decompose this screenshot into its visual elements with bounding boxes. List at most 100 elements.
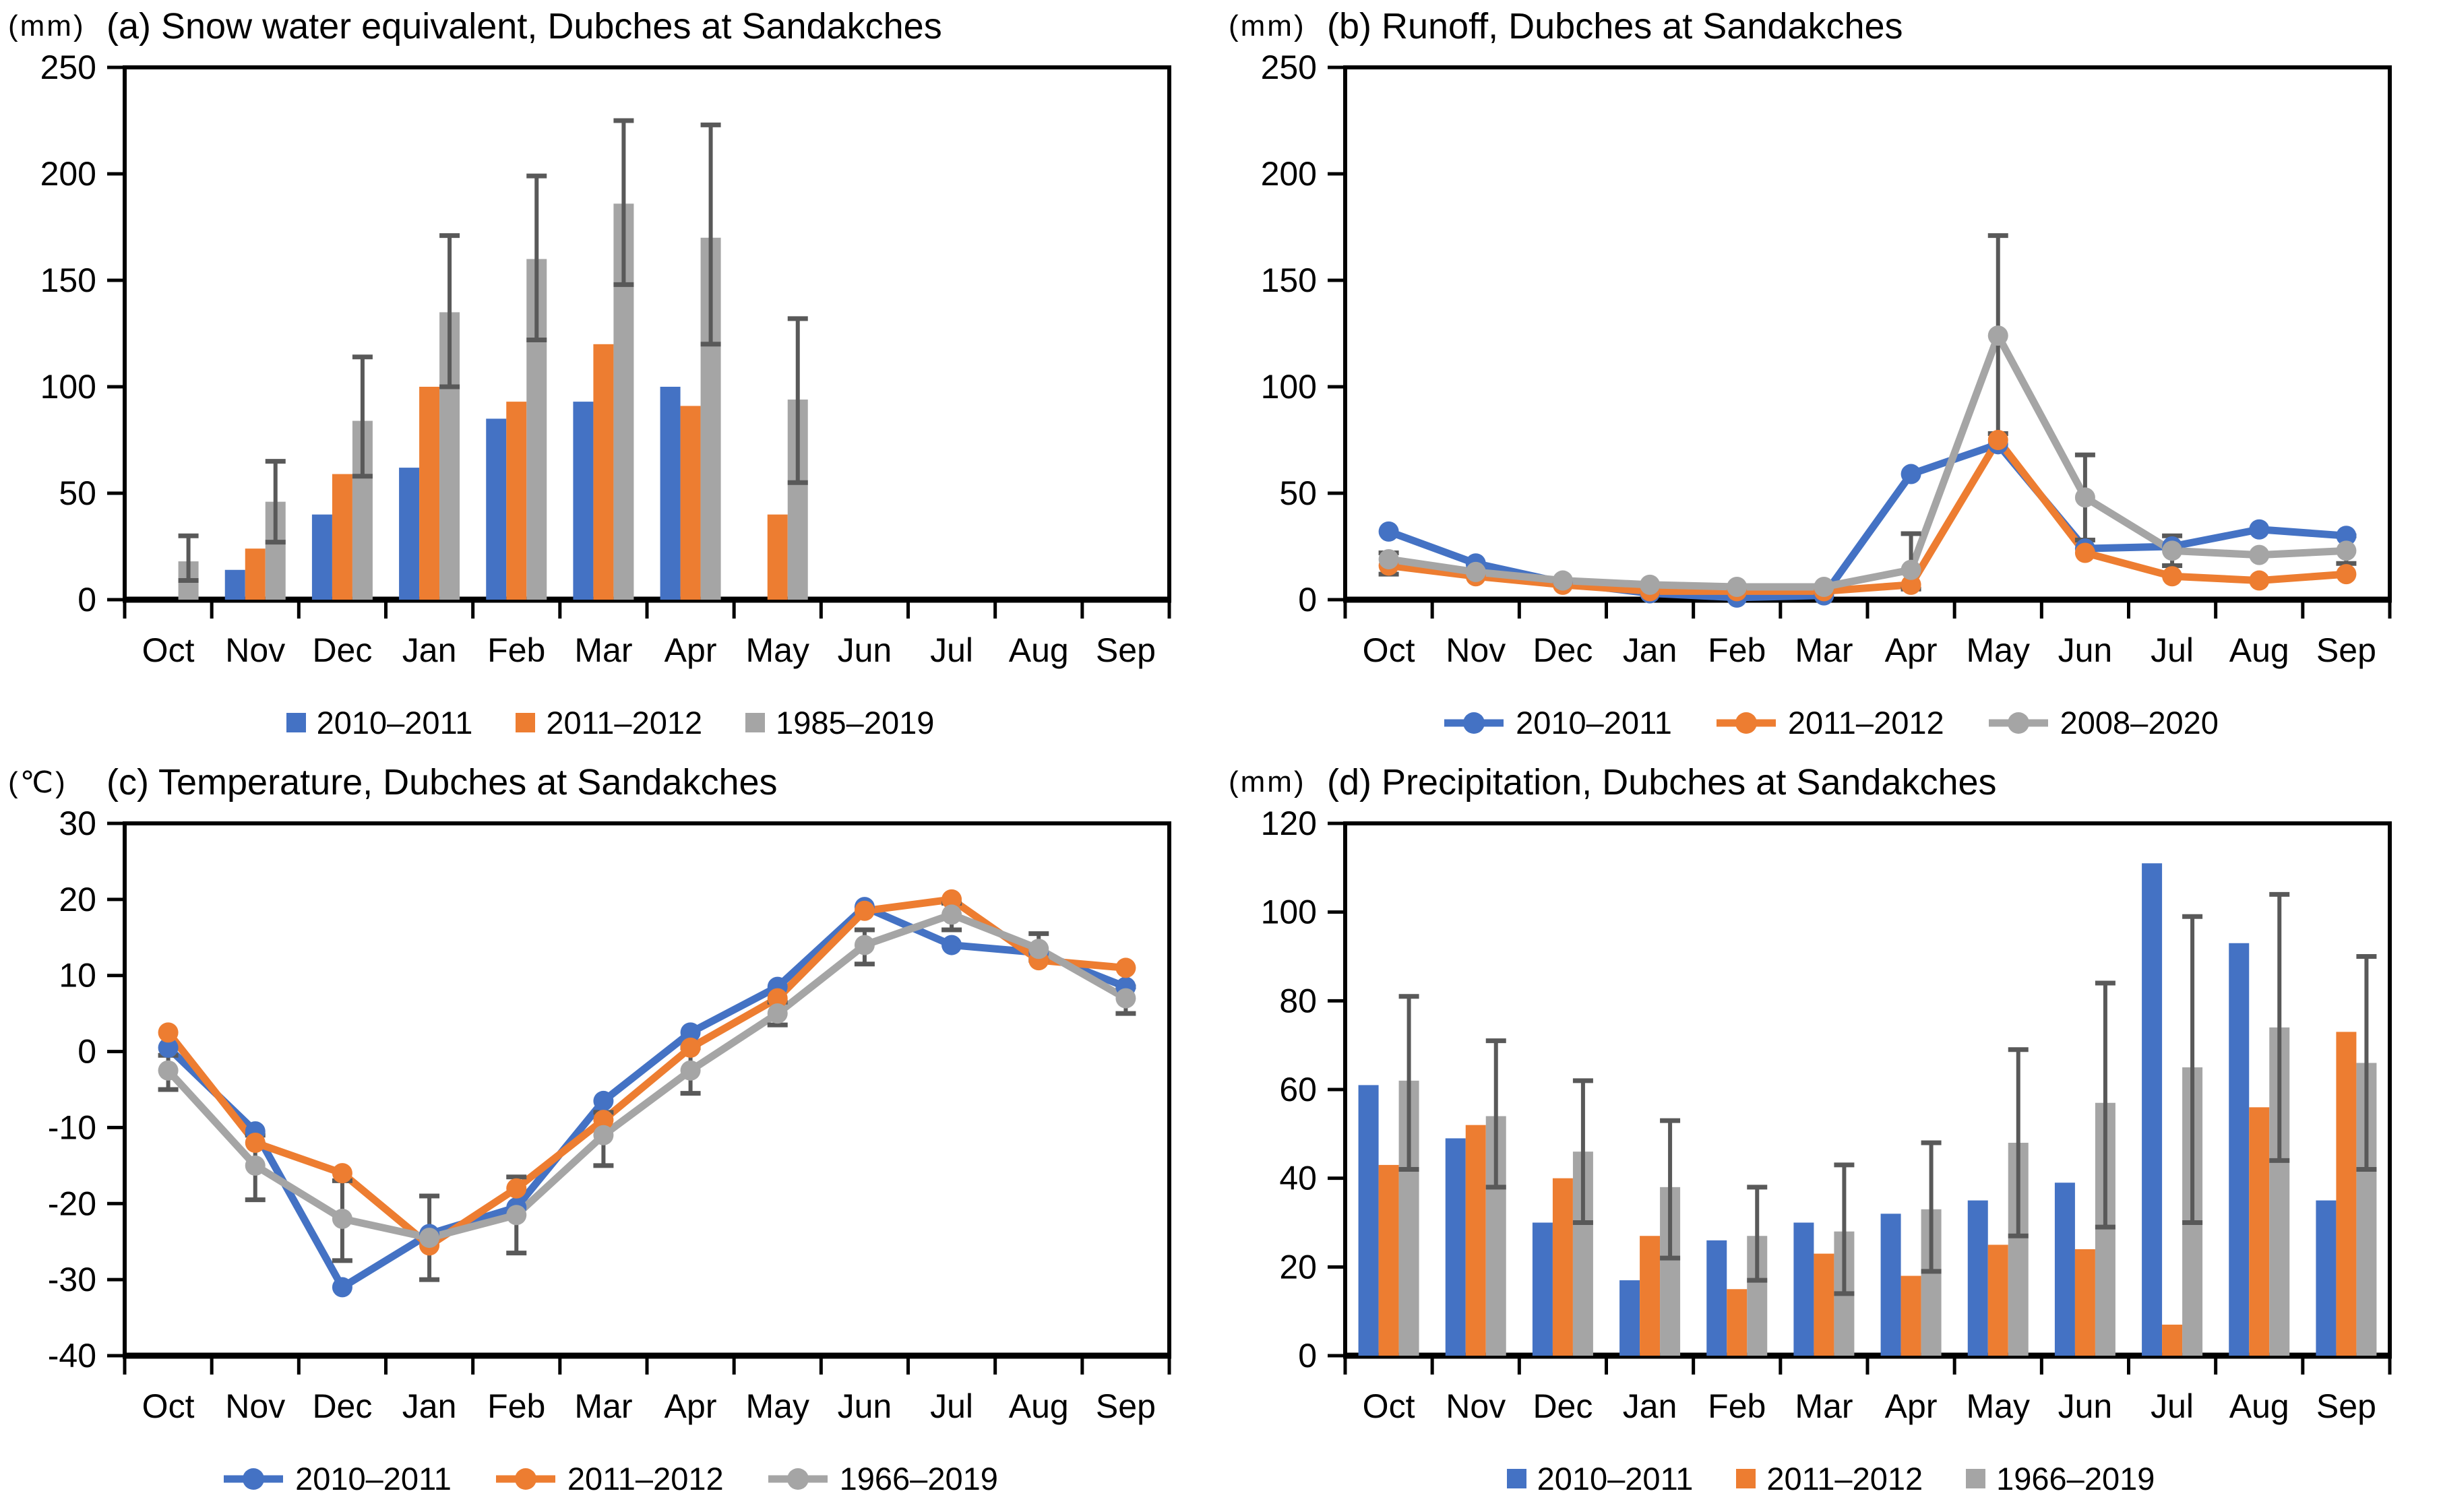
marker-1966–2019-Oct (158, 1060, 179, 1081)
x-tick-label: Mar (1795, 631, 1853, 669)
marker-2011–2012-Jun (854, 900, 875, 921)
bar-2011–2012-Jan (419, 387, 440, 600)
marker-2011–2012-Mar (593, 1110, 614, 1131)
panel-d-title: (d) Precipitation, Dubches at Sandakches (1327, 762, 1997, 802)
bar-2010–2011-Apr (1880, 1214, 1901, 1356)
legend-item: 2010–2011 (286, 704, 472, 741)
x-tick-label: Sep (2316, 1387, 2376, 1425)
legend-line-circle-swatch (224, 1468, 284, 1490)
x-tick-label: Nov (1446, 1387, 1506, 1425)
panel-c-legend: 2010–2011 2011–2012 1966–2019 (0, 1460, 1220, 1497)
y-tick-label: 0 (1298, 1337, 1317, 1375)
bar-2010–2011-Jan (1619, 1280, 1640, 1356)
marker-2008–2020-Jun (2074, 487, 2095, 508)
panel-b-legend: 2010–2011 2011–2012 2008–2020 (1220, 704, 2441, 741)
x-tick-label: Mar (574, 1387, 632, 1425)
x-tick-label: Aug (2229, 1387, 2289, 1425)
marker-2008–2020-Jul (2162, 540, 2183, 561)
line-2008–2020 (1385, 332, 2350, 591)
y-tick-label: 150 (1261, 261, 1317, 299)
marker-1966–2019-Sep (1115, 988, 1136, 1009)
x-tick-label: Sep (2316, 631, 2376, 669)
marker-2010–2011-Oct (158, 1037, 179, 1058)
legend-square-swatch (1506, 1469, 1526, 1488)
marker-1966–2019-Dec (332, 1208, 352, 1229)
bar-2010–2011-Sep (2316, 1200, 2337, 1356)
legend-square-swatch (516, 713, 536, 732)
x-tick-label: Jun (838, 1387, 892, 1425)
y-axis-unit-b: (mm) (1229, 9, 1306, 42)
x-tick-label: Jan (1623, 1387, 1677, 1425)
marker-2010–2011-Aug (2249, 519, 2270, 540)
legend-label: 2011–2012 (546, 705, 703, 741)
legend-item: 2011–2012 (1715, 704, 1944, 741)
x-tick-label: Oct (142, 1387, 195, 1425)
marker-2011–2012-Sep (2336, 564, 2357, 585)
legend-item: 2010–2011 (1506, 1460, 1693, 1497)
legend-square-swatch (1736, 1469, 1756, 1488)
x-tick-label: Dec (312, 631, 372, 669)
bar-2010–2011-Mar (573, 402, 594, 600)
y-axis-unit-c: (℃) (8, 766, 67, 799)
y-tick-label: 250 (1261, 49, 1317, 86)
y-tick-label: 50 (1279, 474, 1317, 512)
marker-1966–2019-Apr (680, 1060, 701, 1081)
panel-a-title: (a) Snow water equivalent, Dubches at Sa… (106, 6, 942, 46)
x-tick-label: Feb (487, 631, 545, 669)
marker-2010–2011-Jul (941, 935, 962, 955)
marker-2011–2012-Jun (2074, 542, 2095, 563)
y-tick-label: 10 (59, 957, 96, 995)
y-tick-label: 200 (1261, 155, 1317, 193)
x-tick-label: Aug (1009, 1387, 1069, 1425)
marker-2011–2012-Sep (1115, 957, 1136, 978)
bar-2010–2011-Nov (224, 569, 245, 600)
bar-2011–2012-Feb (506, 402, 527, 600)
bar-2011–2012-Oct (1378, 1164, 1399, 1356)
legend-label: 1966–2019 (1996, 1461, 2155, 1497)
y-tick-label: 120 (1261, 805, 1317, 842)
x-tick-label: Nov (225, 1387, 285, 1425)
y-tick-label: 80 (1279, 982, 1317, 1019)
bar-2011–2012-Apr (1901, 1275, 1921, 1356)
marker-2010–2011-Apr (680, 1022, 701, 1043)
bar-2011–2012-Jun (2074, 1249, 2095, 1356)
bar-2010–2011-Jan (399, 468, 420, 600)
x-tick-label: May (746, 1387, 809, 1425)
y-tick-label: -30 (48, 1261, 96, 1298)
legend-label: 2010–2011 (1516, 705, 1672, 741)
bar-2011–2012-Nov (1465, 1125, 1486, 1356)
y-tick-label: 60 (1279, 1071, 1317, 1108)
bar-2011–2012-Apr (680, 406, 701, 600)
marker-2008–2020-Apr (1901, 559, 1921, 580)
legend-circle (243, 1468, 265, 1490)
marker-1966–2019-Jul (941, 904, 962, 925)
marker-2008–2020-Aug (2249, 544, 2270, 565)
y-tick-label: 0 (1298, 581, 1317, 619)
x-tick-label: Dec (1533, 631, 1593, 669)
legend-item: 1985–2019 (745, 704, 934, 741)
y-tick-label: 200 (40, 155, 96, 193)
x-tick-label: Jan (402, 631, 457, 669)
marker-2011–2012-Apr (680, 1037, 701, 1058)
x-tick-label: Sep (1096, 1387, 1156, 1425)
x-tick-label: May (746, 631, 809, 669)
legend-item: 1966–2019 (1966, 1460, 2155, 1497)
legend-square-swatch (1966, 1469, 1986, 1488)
x-tick-label: Apr (665, 631, 717, 669)
marker-1966–2019-Jan (419, 1228, 440, 1249)
marker-2008–2020-Jan (1640, 574, 1661, 595)
marker-2008–2020-May (1987, 325, 2008, 346)
line-2010–2011 (164, 903, 1130, 1291)
bar-2010–2011-Feb (1706, 1240, 1727, 1356)
marker-1966–2019-Nov (245, 1155, 266, 1176)
x-tick-label: Jul (930, 631, 973, 669)
marker-2008–2020-Nov (1465, 561, 1486, 582)
legend-item: 2010–2011 (1443, 704, 1672, 741)
x-tick-label: Dec (1533, 1387, 1593, 1425)
bar-2010–2011-Oct (1358, 1085, 1379, 1356)
marker-2011–2012-May (1987, 430, 2008, 450)
marker-2011–2012-Nov (245, 1133, 266, 1153)
bar-2010–2011-Nov (1445, 1138, 1466, 1356)
x-tick-label: Mar (1795, 1387, 1853, 1425)
marker-2010–2011-Oct (1378, 521, 1399, 542)
